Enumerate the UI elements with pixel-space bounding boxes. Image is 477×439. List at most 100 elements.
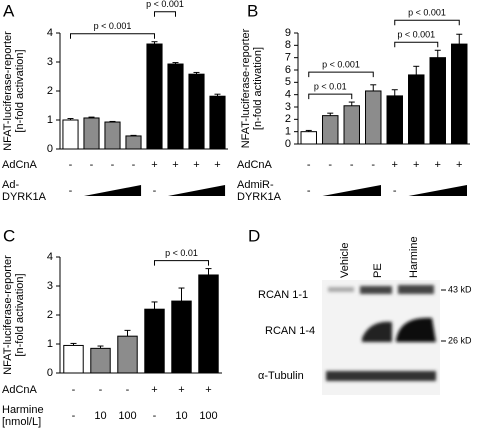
condition-label: AdmiR- [237, 179, 274, 191]
condition-label: [nmol/L] [2, 416, 41, 428]
condition-value: - [307, 185, 311, 197]
panel-letter: B [247, 1, 258, 20]
band [396, 317, 436, 342]
condition-value: 10 [175, 410, 187, 422]
y-axis-label: [n-fold activation] [14, 49, 26, 132]
condition-value: - [69, 159, 73, 171]
significance-bracket [394, 19, 460, 26]
condition-value: 100 [199, 410, 217, 422]
band [360, 286, 392, 294]
significance-label: p < 0.001 [94, 21, 132, 31]
dose-ramp [167, 185, 226, 196]
significance-bracket [154, 11, 176, 17]
condition-value: - [72, 384, 76, 396]
marker-label: 26 kD [448, 335, 472, 345]
bar [451, 43, 468, 145]
bar [117, 335, 138, 374]
marker-label: 43 kD [448, 284, 472, 294]
condition-value: - [350, 159, 354, 171]
condition-value: - [371, 159, 375, 171]
significance-label: p < 0.01 [314, 81, 347, 91]
y-tick-label: 0 [285, 138, 291, 150]
bar [144, 308, 165, 374]
band [362, 321, 392, 342]
row-label: RCAN 1-1 [258, 289, 308, 301]
condition-value: - [132, 159, 136, 171]
y-tick-label: 2 [285, 113, 291, 125]
y-tick-label: 4 [285, 89, 291, 101]
bar [209, 95, 226, 150]
condition-value: - [72, 410, 76, 422]
bar [343, 105, 360, 145]
significance-bracket [308, 93, 353, 100]
condition-label: Harmine [2, 404, 44, 416]
dose-ramp [83, 185, 142, 196]
condition-value: + [151, 159, 157, 171]
condition-value: + [456, 159, 462, 171]
bar [167, 63, 184, 150]
significance-bracket [70, 33, 155, 39]
y-axis-label: NFAT-luciferase-reporter [2, 31, 14, 151]
lane-label: PE [372, 263, 384, 278]
bar [322, 115, 339, 145]
condition-value: 100 [118, 410, 136, 422]
band [326, 371, 436, 381]
y-axis-label: NFAT-luciferase-reporter [240, 28, 252, 148]
y-tick-label: 5 [285, 76, 291, 88]
lane-label: Harmine [408, 236, 420, 278]
condition-value: - [153, 185, 157, 197]
row-label: RCAN 1-4 [265, 325, 315, 337]
bar [125, 135, 142, 150]
bar [90, 347, 111, 374]
condition-label: AdCnA [2, 159, 38, 171]
bar [365, 90, 382, 145]
condition-label: AdCnA [237, 159, 273, 171]
y-tick-label: 1 [285, 126, 291, 138]
bar [83, 117, 100, 150]
bar [386, 95, 403, 145]
condition-value: + [193, 159, 199, 171]
significance-bracket [394, 41, 439, 48]
dose-ramp [408, 185, 467, 196]
condition-value: + [413, 159, 419, 171]
y-tick-label: 3 [285, 101, 291, 113]
y-tick-label: 2 [47, 85, 53, 97]
bar [146, 43, 163, 150]
y-tick-label: 1 [47, 338, 53, 350]
y-tick-label: 4 [47, 251, 53, 263]
condition-value: + [392, 159, 398, 171]
panel-letter: A [3, 1, 15, 20]
significance-label: p < 0.001 [397, 30, 435, 40]
condition-value: + [172, 159, 178, 171]
lane-label: Vehicle [339, 243, 351, 278]
bar [63, 344, 84, 374]
y-tick-label: 4 [47, 27, 53, 39]
condition-value: - [126, 384, 130, 396]
bar [171, 300, 192, 374]
significance-label: p < 0.01 [165, 248, 198, 258]
panel-letter: D [248, 226, 260, 245]
condition-label: DYRK1A [2, 191, 47, 203]
significance-label: p < 0.001 [146, 0, 184, 9]
y-tick-label: 0 [47, 143, 53, 155]
significance-label: p < 0.001 [322, 59, 360, 69]
condition-label: DYRK1A [237, 191, 282, 203]
y-axis-label: NFAT-luciferase-reporter [2, 255, 14, 375]
y-axis-label: [n-fold activation] [14, 273, 26, 356]
band [398, 285, 434, 294]
bar [198, 274, 219, 374]
condition-value: - [99, 384, 103, 396]
row-label: α-Tubulin [258, 370, 304, 382]
y-tick-label: 7 [285, 52, 291, 64]
condition-value: - [90, 159, 94, 171]
condition-value: - [111, 159, 115, 171]
bar [104, 121, 121, 150]
condition-value: - [153, 410, 157, 422]
y-tick-label: 8 [285, 39, 291, 51]
significance-label: p < 0.001 [408, 8, 446, 18]
significance-bracket [308, 71, 374, 78]
condition-value: + [435, 159, 441, 171]
condition-label: AdCnA [2, 384, 38, 396]
blot [322, 280, 446, 395]
